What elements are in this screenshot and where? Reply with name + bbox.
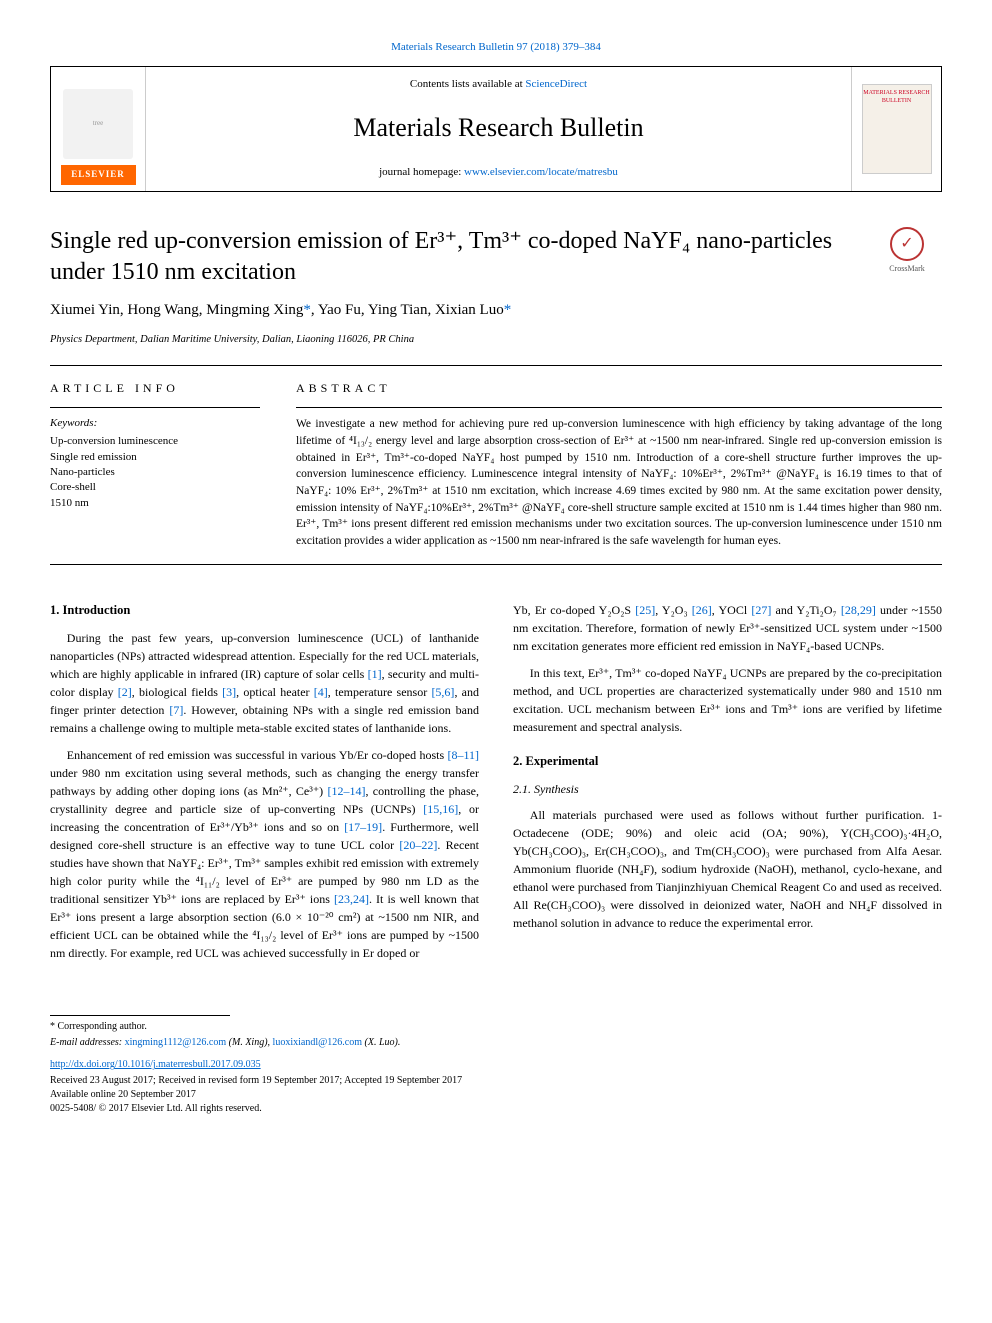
email-link[interactable]: xingming1112@126.com (125, 1037, 227, 1048)
corr-marker: * (303, 302, 311, 318)
citation[interactable]: [5,6] (431, 685, 454, 699)
citation[interactable]: [12–14] (327, 784, 365, 798)
article-info-label: ARTICLE INFO (50, 380, 260, 397)
keyword: Single red emission (50, 450, 260, 465)
left-column: 1. Introduction During the past few year… (50, 601, 479, 972)
elsevier-logo: ELSEVIER (61, 165, 136, 185)
corr-marker: * (504, 302, 512, 318)
publisher-block: tree ELSEVIER (51, 67, 146, 191)
received-dates: Received 23 August 2017; Received in rev… (50, 1074, 942, 1088)
section-heading-introduction: 1. Introduction (50, 601, 479, 620)
article-info-column: ARTICLE INFO Keywords: Up-conversion lum… (50, 380, 260, 550)
divider (50, 564, 942, 565)
abstract-label: ABSTRACT (296, 380, 942, 397)
page-footer: * Corresponding author. E-mail addresses… (50, 1015, 942, 1116)
available-online: Available online 20 September 2017 (50, 1088, 942, 1102)
journal-header: tree ELSEVIER Contents lists available a… (50, 66, 942, 192)
sciencedirect-link[interactable]: ScienceDirect (525, 78, 587, 90)
divider (50, 1015, 230, 1016)
body-paragraph: Enhancement of red emission was successf… (50, 746, 479, 962)
article-title: Single red up-conversion emission of Er³… (50, 226, 852, 288)
crossmark-label: CrossMark (889, 263, 925, 275)
doi-link[interactable]: http://dx.doi.org/10.1016/j.materresbull… (50, 1058, 942, 1072)
header-center: Contents lists available at ScienceDirec… (146, 67, 851, 191)
keyword: Up-conversion luminescence (50, 434, 260, 449)
section-heading-experimental: 2. Experimental (513, 752, 942, 771)
affiliation: Physics Department, Dalian Maritime Univ… (50, 332, 942, 347)
homepage-prefix: journal homepage: (379, 166, 464, 178)
journal-cover-block: MATERIALS RESEARCH BULLETIN (851, 67, 941, 191)
citation[interactable]: [25] (635, 603, 655, 617)
keyword: Core-shell (50, 480, 260, 495)
article-body: 1. Introduction During the past few year… (50, 601, 942, 972)
citation[interactable]: [7] (169, 703, 183, 717)
divider (50, 365, 942, 366)
divider (50, 407, 260, 408)
crossmark-icon: ✓ (890, 227, 924, 261)
citation[interactable]: [17–19] (344, 820, 382, 834)
journal-cover-thumbnail: MATERIALS RESEARCH BULLETIN (862, 84, 932, 174)
citation[interactable]: [8–11] (447, 748, 479, 762)
body-paragraph: During the past few years, up-conversion… (50, 629, 479, 737)
citation[interactable]: [26] (692, 603, 712, 617)
citation[interactable]: [27] (751, 603, 771, 617)
keyword: Nano-particles (50, 465, 260, 480)
abstract-column: ABSTRACT We investigate a new method for… (296, 380, 942, 550)
copyright-line: 0025-5408/ © 2017 Elsevier Ltd. All righ… (50, 1102, 942, 1116)
keyword: 1510 nm (50, 496, 260, 511)
citation[interactable]: [15,16] (423, 802, 458, 816)
subsection-heading-synthesis: 2.1. Synthesis (513, 780, 942, 798)
citation[interactable]: [3] (222, 685, 236, 699)
crossmark-badge[interactable]: ✓ CrossMark (872, 226, 942, 276)
contents-list-line: Contents lists available at ScienceDirec… (410, 77, 587, 93)
divider (296, 407, 942, 408)
citation[interactable]: [1] (368, 667, 382, 681)
citation[interactable]: [28,29] (841, 603, 876, 617)
journal-reference: Materials Research Bulletin 97 (2018) 37… (50, 40, 942, 56)
corresponding-author-note: * Corresponding author. (50, 1020, 942, 1034)
journal-homepage-line: journal homepage: www.elsevier.com/locat… (379, 165, 618, 181)
body-paragraph: Yb, Er co-doped Y₂O₂S [25], Y₂O₃ [26], Y… (513, 601, 942, 655)
body-paragraph: In this text, Er³⁺, Tm³⁺ co-doped NaYF₄ … (513, 664, 942, 736)
email-label: E-mail addresses: (50, 1037, 125, 1048)
email-link[interactable]: luoxixiandl@126.com (273, 1037, 362, 1048)
keywords-label: Keywords: (50, 416, 260, 432)
email-author: (M. Xing), (226, 1037, 272, 1048)
body-paragraph: All materials purchased were used as fol… (513, 806, 942, 932)
citation[interactable]: [23,24] (334, 892, 369, 906)
journal-name: Materials Research Bulletin (353, 109, 643, 147)
contents-prefix: Contents lists available at (410, 78, 525, 90)
journal-homepage-link[interactable]: www.elsevier.com/locate/matresbu (464, 166, 618, 178)
citation[interactable]: [20–22] (399, 838, 437, 852)
email-addresses-line: E-mail addresses: xingming1112@126.com (… (50, 1036, 942, 1050)
right-column: Yb, Er co-doped Y₂O₂S [25], Y₂O₃ [26], Y… (513, 601, 942, 972)
elsevier-tree-icon: tree (63, 89, 133, 159)
citation[interactable]: [2] (118, 685, 132, 699)
abstract-text: We investigate a new method for achievin… (296, 416, 942, 549)
citation[interactable]: [4] (314, 685, 328, 699)
authors-line: Xiumei Yin, Hong Wang, Mingming Xing*, Y… (50, 300, 942, 322)
email-author: (X. Luo). (362, 1037, 400, 1048)
